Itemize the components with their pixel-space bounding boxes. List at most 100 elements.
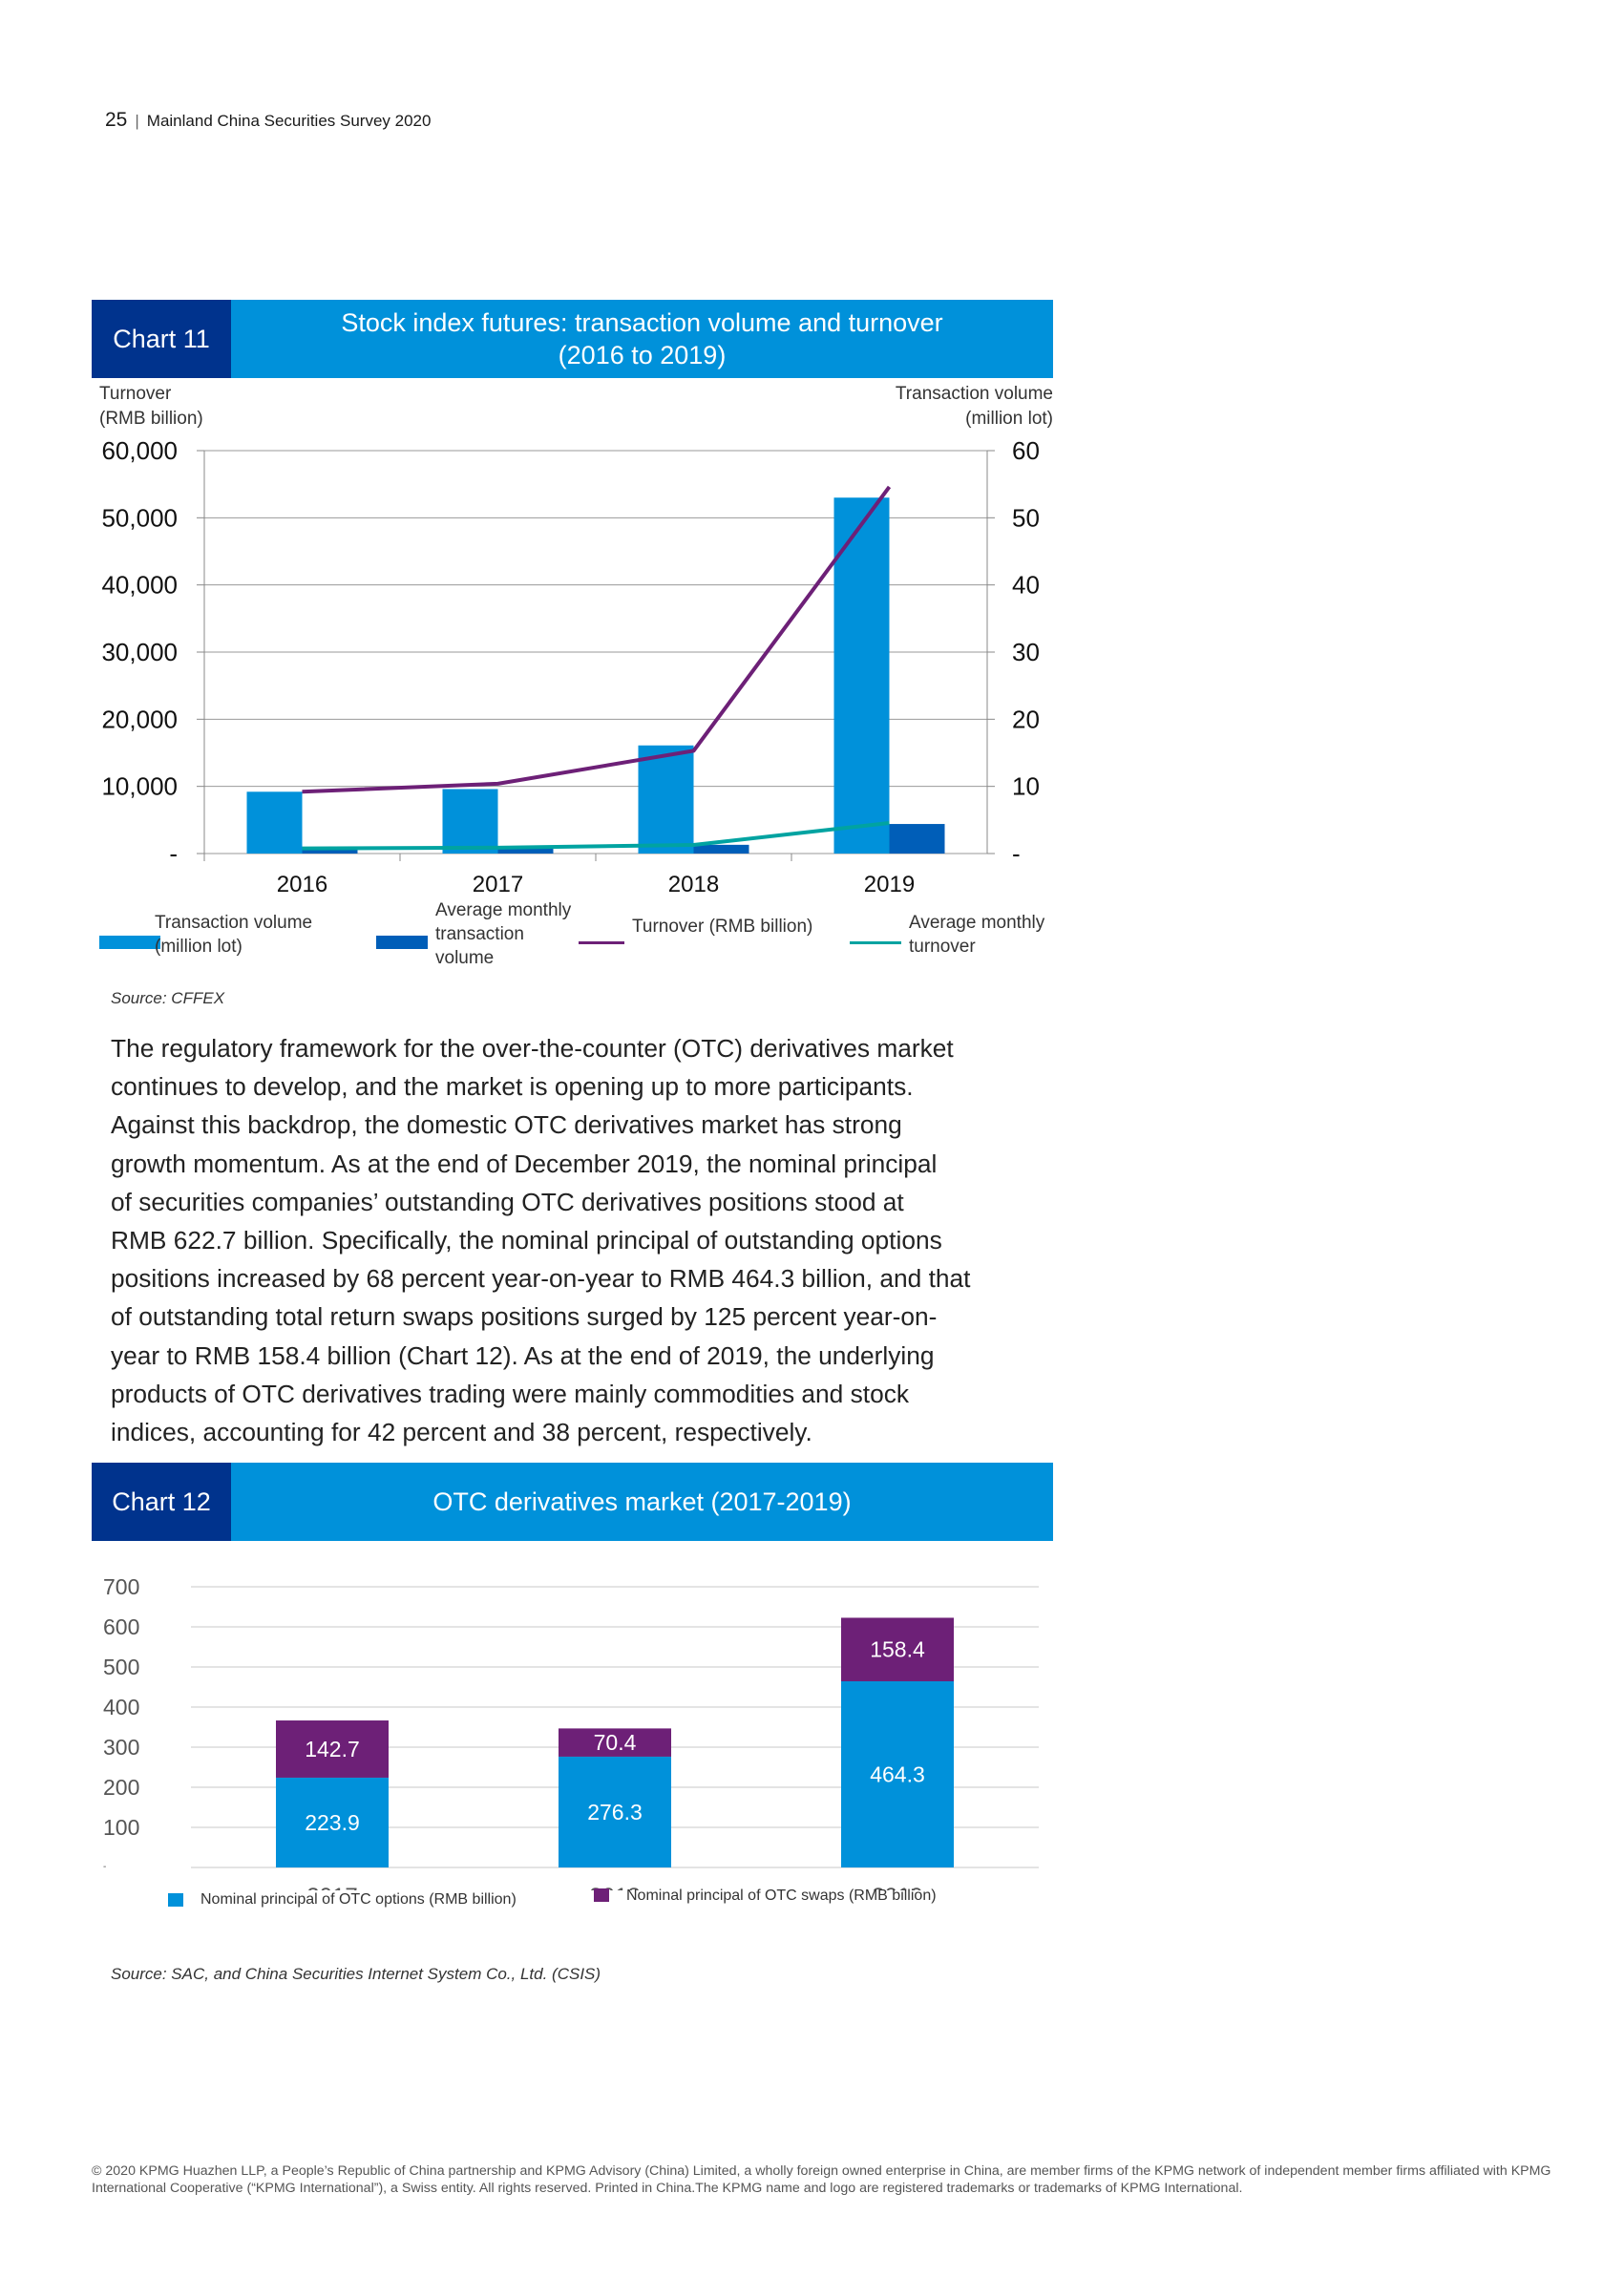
legend-label-transaction-volume: Transaction volume (million lot) xyxy=(155,911,312,959)
right-tick-label: 50 xyxy=(1012,503,1040,532)
y-tick-label: 600 xyxy=(103,1614,139,1639)
legend-label-avg-monthly-volume: Average monthly transaction volume xyxy=(435,898,571,970)
chart12-tag: Chart 12 xyxy=(92,1463,231,1541)
paragraph-line: The regulatory framework for the over-th… xyxy=(111,1034,954,1063)
bar-otc-swaps xyxy=(559,1728,671,1757)
chart11-right-axis-title-line1: Transaction volume xyxy=(895,384,1053,404)
y-tick-label: 300 xyxy=(103,1735,139,1760)
bar-otc-options xyxy=(841,1680,954,1867)
chart11-right-axis-title: Transaction volume (million lot) xyxy=(896,382,1053,432)
line-turnover xyxy=(302,485,892,794)
legend-swatch-avg-monthly-volume xyxy=(376,936,428,949)
x-tick-label: 2017 xyxy=(306,1884,357,1890)
left-tick-label: 10,000 xyxy=(101,772,178,801)
y-tick-label: 200 xyxy=(103,1775,139,1800)
legend-label-otc-options: Nominal principal of OTC options (RMB bi… xyxy=(200,1891,517,1908)
right-tick-label: 40 xyxy=(1012,571,1040,600)
chart11-left-axis-title: Turnover (RMB billion) xyxy=(99,382,203,432)
left-tick-label: 20,000 xyxy=(101,705,178,733)
chart11-tag: Chart 11 xyxy=(92,300,231,378)
paragraph-line: of outstanding total return swaps positi… xyxy=(111,1302,938,1332)
data-label-otc-swaps: 142.7 xyxy=(305,1737,360,1761)
paragraph-line: growth momentum. As at the end of Decemb… xyxy=(111,1149,938,1178)
legend-label-turnover: Turnover (RMB billion) xyxy=(632,917,813,937)
paragraph-line: year to RMB 158.4 billion (Chart 12). As… xyxy=(111,1340,935,1370)
line-avg-monthly-turnover xyxy=(302,821,890,851)
data-label-otc-options: 223.9 xyxy=(305,1810,360,1835)
bar-transaction-volume xyxy=(638,745,694,854)
paragraph-line: products of OTC derivatives trading were… xyxy=(111,1379,909,1408)
data-label-otc-options: 464.3 xyxy=(870,1761,925,1786)
y-tick-label: 500 xyxy=(103,1655,139,1679)
paragraph-line: indices, accounting for 42 percent and 3… xyxy=(111,1418,812,1447)
chart11-title-line2: (2016 to 2019) xyxy=(558,341,727,369)
chart12-banner: Chart 12 OTC derivatives market (2017-20… xyxy=(92,1463,1053,1541)
chart11-source: Source: CFFEX xyxy=(111,989,225,1007)
bar-transaction-volume xyxy=(246,791,303,854)
left-tick-label: 50,000 xyxy=(101,503,178,532)
legend-label-avg-monthly-turnover: Average monthly turnover xyxy=(909,911,1044,959)
bar-otc-options xyxy=(559,1756,671,1867)
paragraph-line: Against this backdrop, the domestic OTC … xyxy=(111,1110,902,1140)
bar-avg-monthly-volume xyxy=(497,848,554,854)
body-paragraph: The regulatory framework for the over-th… xyxy=(111,1029,1046,1451)
bar-transaction-volume xyxy=(442,789,498,854)
legend-swatch-avg-monthly-turnover xyxy=(850,941,901,944)
chart11-title: Stock index futures: transaction volume … xyxy=(231,300,1053,378)
chart12-title: OTC derivatives market (2017-2019) xyxy=(432,1487,852,1516)
page-header: 25 | Mainland China Securities Survey 2020 xyxy=(105,109,431,132)
right-tick-label: 30 xyxy=(1012,638,1040,666)
legend-label-avg-monthly-volume-line1: Average monthly xyxy=(435,900,572,920)
paragraph-line: continues to develop, and the market is … xyxy=(111,1072,914,1102)
bar-otc-swaps xyxy=(841,1617,954,1681)
chart11-right-axis-title-line2: (million lot) xyxy=(965,409,1053,429)
data-label-otc-options: 276.3 xyxy=(587,1800,643,1825)
legend-swatch-turnover xyxy=(579,941,624,944)
left-tick-label: 30,000 xyxy=(101,638,178,666)
legend-swatch-transaction-volume xyxy=(99,936,160,949)
paragraph-line: RMB 622.7 billion. Specifically, the nom… xyxy=(111,1226,942,1255)
x-tick-label: 2018 xyxy=(589,1884,640,1890)
left-tick-label: 60,000 xyxy=(101,436,178,465)
chart11-plot: 60,000 60 50,000 50 40,000 40 30,000 30 20,000 20… xyxy=(101,436,1040,897)
legend-label-transaction-volume-line2: (million lot) xyxy=(155,937,243,957)
x-tick-label: 2019 xyxy=(872,1884,922,1890)
copyright-footer: © 2020 KPMG Huazhen LLP, a People’s Repu… xyxy=(92,2163,1551,2196)
data-label-otc-swaps: 158.4 xyxy=(870,1637,925,1662)
right-tick-label: 60 xyxy=(1012,436,1040,465)
legend-label-avg-monthly-turnover-line2: turnover xyxy=(909,937,976,957)
left-tick-label: - xyxy=(169,839,178,868)
bar-avg-monthly-volume xyxy=(302,848,358,854)
chart12-source: Source: SAC, and China Securities Intern… xyxy=(111,1965,601,1983)
legend-label-avg-monthly-turnover-line1: Average monthly xyxy=(909,913,1045,933)
paragraph-line: of securities companies’ outstanding OTC… xyxy=(111,1187,904,1216)
legend-label-avg-monthly-volume-line3: volume xyxy=(435,948,495,968)
chart11-banner: Chart 11 Stock index futures: transactio… xyxy=(92,300,1053,378)
x-tick-label: 2016 xyxy=(277,872,327,897)
publication-title: Mainland China Securities Survey 2020 xyxy=(146,112,432,130)
legend-label-avg-monthly-volume-line2: transaction xyxy=(435,924,524,944)
page-number: 25 xyxy=(105,109,128,131)
right-tick-label: 10 xyxy=(1012,772,1040,801)
bar-avg-monthly-volume xyxy=(889,824,945,854)
legend-label-otc-swaps: Nominal principal of OTC swaps (RMB bill… xyxy=(626,1888,937,1904)
data-label-otc-swaps: 70.4 xyxy=(594,1730,637,1755)
right-tick-label: 20 xyxy=(1012,705,1040,733)
x-tick-label: 2019 xyxy=(864,872,915,897)
bar-otc-options xyxy=(276,1777,389,1867)
bar-transaction-volume xyxy=(833,497,890,854)
legend-swatch-otc-swaps xyxy=(594,1888,609,1902)
right-tick-label: - xyxy=(1012,839,1021,868)
y-tick-label: 400 xyxy=(103,1695,139,1719)
y-tick-label: - xyxy=(103,1862,106,1872)
left-tick-label: 40,000 xyxy=(101,571,178,600)
chart11-title-line1: Stock index futures: transaction volume … xyxy=(341,308,943,337)
bar-avg-monthly-volume xyxy=(693,844,749,854)
paragraph-line: positions increased by 68 percent year-o… xyxy=(111,1264,971,1294)
legend-label-transaction-volume-line1: Transaction volume xyxy=(155,913,313,933)
y-tick-label: 700 xyxy=(103,1574,139,1599)
bar-otc-swaps xyxy=(276,1720,389,1778)
y-tick-label: 100 xyxy=(103,1815,139,1840)
legend-swatch-otc-options xyxy=(168,1893,183,1907)
chart11-left-axis-title-line2: (RMB billion) xyxy=(99,409,203,429)
